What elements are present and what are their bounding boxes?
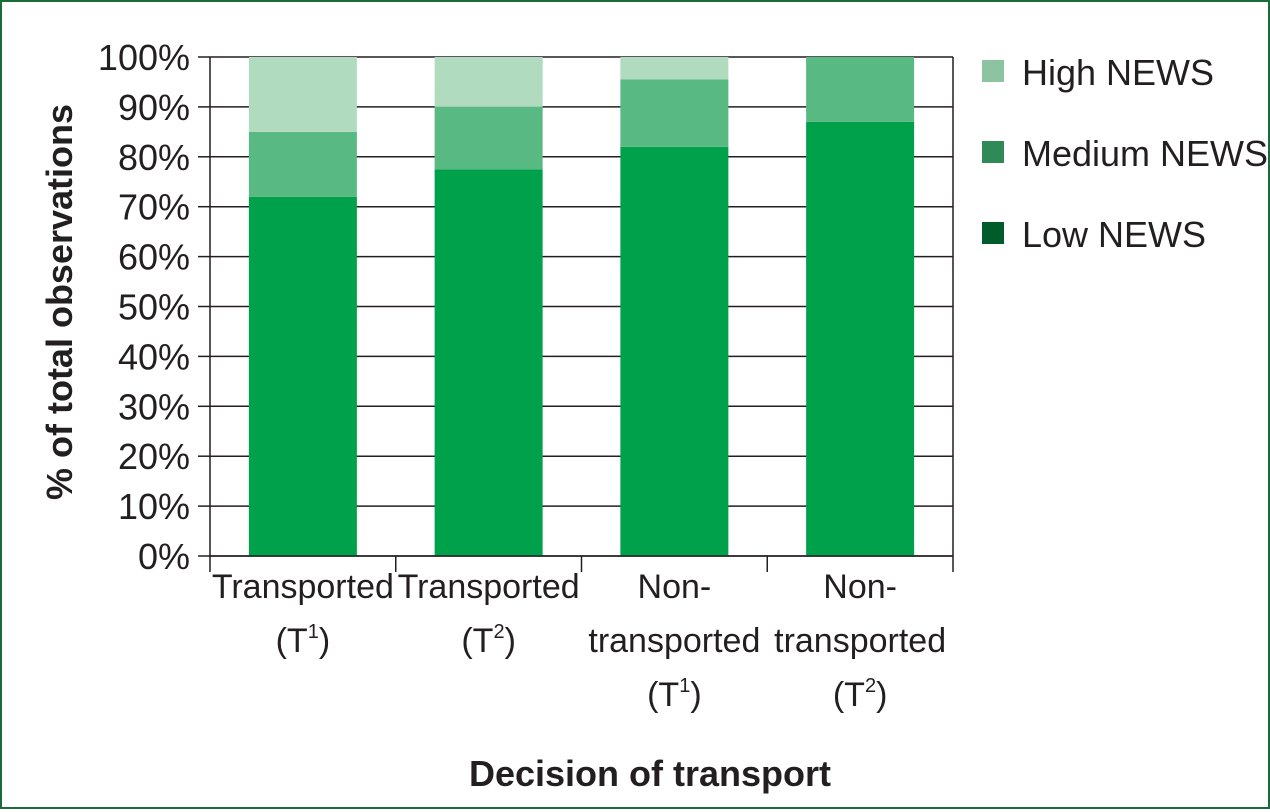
x-axis-title: Decision of transport xyxy=(469,753,831,794)
y-tick-label: 40% xyxy=(118,336,190,377)
y-tick-label: 70% xyxy=(118,187,190,228)
x-tick-label-group: (T2) xyxy=(833,675,888,714)
x-tick-label: Non- xyxy=(638,568,712,606)
bar-segment-low-news xyxy=(248,196,357,556)
y-tick-label: 50% xyxy=(118,287,190,328)
bar-segment-medium-news xyxy=(434,106,543,170)
bar-segment-high-news xyxy=(620,57,729,80)
x-tick-label-group: (T2) xyxy=(461,621,516,660)
legend-swatch xyxy=(982,222,1004,244)
x-tick-label-group: (T1) xyxy=(276,621,331,660)
bar-segment-medium-news xyxy=(248,131,357,197)
legend-label: High NEWS xyxy=(1022,52,1214,93)
x-tick-label: transported xyxy=(588,622,760,660)
x-tick-label: Transported xyxy=(212,568,394,606)
x-tick-label: Transported xyxy=(398,568,580,606)
x-tick-label: Non- xyxy=(823,568,897,606)
y-tick-label: 20% xyxy=(118,436,190,477)
x-tick-label-group: (T1) xyxy=(647,675,702,714)
legend-swatch xyxy=(982,60,1004,82)
y-tick-label: 60% xyxy=(118,237,190,278)
y-tick-label: 100% xyxy=(98,37,190,78)
y-tick-label: 30% xyxy=(118,386,190,427)
y-tick-label: 10% xyxy=(118,486,190,527)
bar-segment-high-news xyxy=(434,57,543,107)
y-axis-title: % of total observations xyxy=(39,104,80,500)
bar-segment-low-news xyxy=(620,146,729,556)
bar-segment-medium-news xyxy=(620,79,729,147)
legend-label: Medium NEWS xyxy=(1022,133,1268,174)
x-tick-label: transported xyxy=(774,622,946,660)
bar-segment-medium-news xyxy=(806,57,915,122)
bar-segment-high-news xyxy=(248,57,357,132)
y-tick-label: 0% xyxy=(138,536,190,577)
bar-segment-low-news xyxy=(434,169,543,556)
legend-swatch xyxy=(982,141,1004,163)
y-tick-label: 90% xyxy=(118,87,190,128)
y-tick-label: 80% xyxy=(118,137,190,178)
bar-segment-low-news xyxy=(806,121,915,557)
legend-label: Low NEWS xyxy=(1022,214,1206,255)
